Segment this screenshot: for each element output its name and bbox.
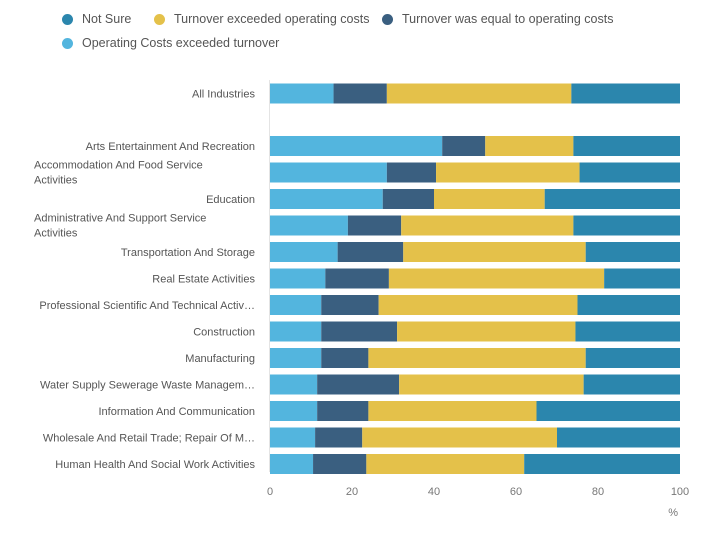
legend-swatch [62,13,73,25]
bar-segment[interactable] [401,215,574,236]
bar-segment[interactable] [347,215,402,236]
legend-label: Turnover exceeded operating costs [174,12,370,26]
bar-segment[interactable] [382,189,434,209]
legend-swatch [62,37,73,49]
bar-segment[interactable] [368,401,537,421]
bar-segment[interactable] [270,189,383,209]
x-tick-label: 100 [671,486,689,498]
bar-segment[interactable] [366,454,525,474]
bar-segment[interactable] [386,83,572,104]
bar-segment[interactable] [270,454,314,474]
bar-segment[interactable] [573,215,680,236]
bar-segment[interactable] [524,454,680,474]
bar-segment[interactable] [317,374,400,395]
x-tick-label: 0 [267,486,273,498]
bar-segment[interactable] [321,348,369,368]
bar-segment[interactable] [270,348,322,368]
bar-segment[interactable] [399,374,584,395]
bar-segment[interactable] [585,348,680,368]
bar-segment[interactable] [270,136,443,156]
bar-segment[interactable] [485,136,574,156]
bar-segment[interactable] [337,242,404,262]
category-label: Human Health And Social Work Activities [55,459,255,471]
category-label: Education [206,194,255,206]
bar-segment[interactable] [321,295,379,315]
legend-label: Operating Costs exceeded turnover [82,36,280,50]
bar-segment[interactable] [325,268,389,289]
category-label: Information And Communication [98,406,255,418]
bar-segment[interactable] [378,295,578,315]
legend-item[interactable]: Not Sure [62,12,131,26]
bar-segment[interactable] [270,83,334,104]
category-label: Manufacturing [185,353,255,365]
bar-segment[interactable] [557,427,680,448]
bar-segment[interactable] [270,374,318,395]
bar-segment[interactable] [313,454,367,474]
category-label: Construction [193,327,255,339]
legend-item[interactable]: Turnover was equal to operating costs [382,12,613,26]
bar-segment[interactable] [270,321,322,342]
category-label: Real Estate Activities [152,274,255,286]
bar-segment[interactable] [321,321,398,342]
bar-segment[interactable] [442,136,486,156]
bar-segment[interactable] [270,268,326,289]
bar-segment[interactable] [270,242,338,262]
bar-segment[interactable] [270,401,318,421]
bar-segment[interactable] [333,83,387,104]
legend-label: Turnover was equal to operating costs [402,12,614,26]
bar-segment[interactable] [386,162,437,183]
bar-segment[interactable] [388,268,605,289]
category-label: Wholesale And Retail Trade; Repair Of M… [43,433,255,445]
category-label: Water Supply Sewerage Waste Managem… [40,380,255,392]
x-axis: 0 20 40 60 80 100% [267,80,689,519]
x-tick-label: 60 [510,486,522,498]
legend-item[interactable]: Operating Costs exceeded turnover [62,36,279,50]
legend-swatch [154,13,165,25]
category-label: Administrative And Support Service [34,213,206,225]
bar-segment[interactable] [604,268,680,289]
bar-segment[interactable] [536,401,681,421]
bar-segment[interactable] [544,189,680,209]
bar-segment[interactable] [436,162,580,183]
bar-segment[interactable] [434,189,545,209]
bar-segment[interactable] [403,242,586,262]
bar-segment[interactable] [577,295,681,315]
bar-segment[interactable] [571,83,680,104]
legend-swatch [382,13,393,25]
legend-label: Not Sure [82,12,132,26]
category-label: Activities [34,175,78,187]
category-label: All Industries [192,89,255,101]
bar-segment[interactable] [579,162,680,183]
category-label: Transportation And Storage [121,247,255,259]
bar-segment[interactable] [397,321,576,342]
bar-segment[interactable] [317,401,369,421]
category-label: Accommodation And Food Service [34,160,203,172]
x-axis-label: % [668,507,678,519]
bar-segment[interactable] [573,136,680,156]
x-tick-label: 20 [346,486,358,498]
category-labels: All Industries Arts Entertainment And Rec… [34,89,256,472]
bar-segment[interactable] [575,321,680,342]
bar-segment[interactable] [270,295,322,315]
bar-segment[interactable] [270,427,316,448]
category-label: Arts Entertainment And Recreation [86,141,255,153]
bar-segment[interactable] [270,215,348,236]
legend-item[interactable]: Turnover exceeded operating costs [154,12,369,26]
x-tick-label: 80 [592,486,604,498]
bar-segment[interactable] [362,427,557,448]
category-label: Activities [34,228,78,240]
x-tick-label: 40 [428,486,440,498]
bar-segment[interactable] [368,348,586,368]
bar-segment[interactable] [270,162,387,183]
bar-segment[interactable] [585,242,680,262]
bar-segment[interactable] [315,427,363,448]
category-label: Professional Scientific And Technical Ac… [39,300,255,312]
bar-segment[interactable] [583,374,680,395]
bar-area [270,83,681,474]
